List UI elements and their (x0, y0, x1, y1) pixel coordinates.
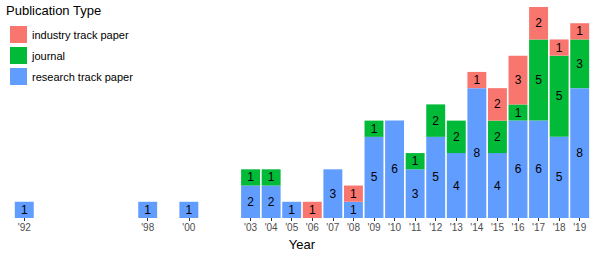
svg-text:4: 4 (494, 179, 501, 193)
svg-text:'17: '17 (532, 222, 545, 233)
svg-text:2: 2 (268, 195, 275, 209)
svg-text:5: 5 (556, 89, 563, 103)
svg-text:8: 8 (576, 146, 583, 160)
svg-text:'09: '09 (367, 222, 380, 233)
svg-text:Publication Type: Publication Type (6, 3, 101, 18)
svg-text:6: 6 (515, 162, 522, 176)
svg-text:3: 3 (576, 57, 583, 71)
svg-text:2: 2 (535, 16, 542, 30)
svg-text:3: 3 (330, 187, 337, 201)
svg-text:1: 1 (144, 203, 151, 217)
svg-text:3: 3 (412, 187, 419, 201)
svg-text:1: 1 (515, 106, 522, 120)
svg-text:journal: journal (31, 50, 65, 62)
svg-text:1: 1 (186, 203, 193, 217)
svg-text:3: 3 (515, 73, 522, 87)
svg-text:industry track paper: industry track paper (32, 29, 129, 41)
svg-text:'16: '16 (511, 222, 524, 233)
svg-text:8: 8 (474, 146, 481, 160)
svg-text:'92: '92 (18, 222, 31, 233)
svg-text:'98: '98 (141, 222, 154, 233)
svg-text:Year: Year (289, 237, 316, 252)
svg-text:1: 1 (412, 154, 419, 168)
svg-text:1: 1 (350, 187, 357, 201)
svg-text:5: 5 (556, 170, 563, 184)
svg-text:research track paper: research track paper (32, 71, 133, 83)
svg-text:'11: '11 (409, 222, 422, 233)
svg-text:4: 4 (453, 179, 460, 193)
svg-text:1: 1 (556, 41, 563, 55)
svg-text:5: 5 (432, 170, 439, 184)
svg-text:'13: '13 (450, 222, 463, 233)
svg-text:'04: '04 (265, 222, 278, 233)
svg-text:'00: '00 (182, 222, 195, 233)
svg-text:2: 2 (494, 130, 501, 144)
svg-text:1: 1 (576, 24, 583, 38)
svg-text:1: 1 (371, 122, 378, 136)
svg-text:2: 2 (432, 114, 439, 128)
svg-text:'05: '05 (285, 222, 298, 233)
svg-text:'08: '08 (347, 222, 360, 233)
svg-text:1: 1 (288, 203, 295, 217)
svg-text:2: 2 (247, 195, 254, 209)
svg-text:'03: '03 (244, 222, 257, 233)
svg-text:'06: '06 (306, 222, 319, 233)
svg-text:1: 1 (268, 170, 275, 184)
svg-text:'19: '19 (573, 222, 586, 233)
svg-text:5: 5 (371, 170, 378, 184)
svg-text:1: 1 (21, 203, 28, 217)
svg-text:'15: '15 (491, 222, 504, 233)
svg-text:'14: '14 (470, 222, 483, 233)
svg-text:2: 2 (494, 97, 501, 111)
svg-text:1: 1 (247, 170, 254, 184)
svg-text:2: 2 (453, 130, 460, 144)
svg-text:6: 6 (391, 162, 398, 176)
svg-text:'07: '07 (326, 222, 339, 233)
svg-text:'18: '18 (553, 222, 566, 233)
svg-text:1: 1 (350, 203, 357, 217)
svg-text:1: 1 (309, 203, 316, 217)
svg-text:6: 6 (535, 162, 542, 176)
svg-text:5: 5 (535, 73, 542, 87)
svg-text:1: 1 (474, 73, 481, 87)
svg-text:'10: '10 (388, 222, 401, 233)
svg-text:'12: '12 (429, 222, 442, 233)
